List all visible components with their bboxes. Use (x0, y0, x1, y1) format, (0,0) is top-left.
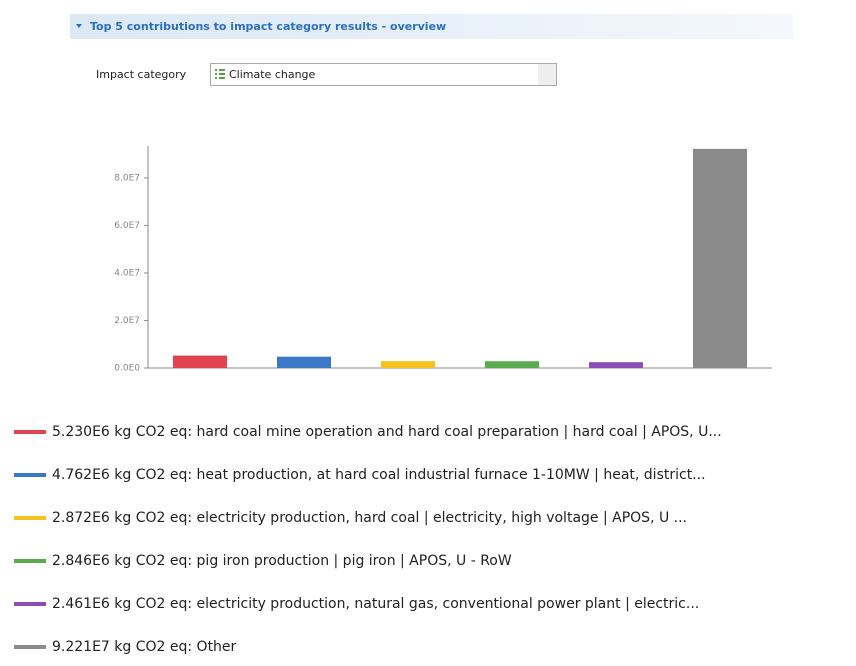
y-tick-label: 0.0E0 (114, 364, 140, 374)
bar (589, 362, 643, 368)
legend-label: 5.230E6 kg CO2 eq: hard coal mine operat… (52, 424, 722, 440)
legend-swatch (14, 645, 46, 649)
y-tick-label: 8.0E7 (114, 173, 140, 183)
combo-value: Climate change (229, 68, 316, 81)
y-tick-label: 4.0E7 (114, 268, 140, 278)
bar (381, 361, 435, 368)
section-title: Top 5 contributions to impact category r… (90, 20, 446, 33)
legend-swatch (14, 516, 46, 520)
bar (173, 355, 227, 368)
category-icon (215, 69, 225, 79)
combo-button[interactable] (538, 64, 556, 85)
bar (485, 361, 539, 368)
section-header[interactable] (70, 14, 793, 39)
bar (693, 148, 747, 368)
legend-swatch (14, 430, 46, 434)
legend-label: 2.846E6 kg CO2 eq: pig iron production |… (52, 553, 512, 569)
collapse-icon[interactable] (76, 24, 82, 28)
legend-swatch (14, 473, 46, 477)
field-label: Impact category (96, 68, 187, 81)
bar (277, 356, 331, 368)
legend-swatch (14, 602, 46, 606)
y-tick-label: 2.0E7 (114, 316, 140, 326)
legend-swatch (14, 559, 46, 563)
y-tick-label: 6.0E7 (114, 221, 140, 231)
legend-label: 2.872E6 kg CO2 eq: electricity productio… (52, 510, 687, 526)
legend-label: 2.461E6 kg CO2 eq: electricity productio… (52, 596, 699, 612)
legend-label: 4.762E6 kg CO2 eq: heat production, at h… (52, 467, 706, 483)
combo-box[interactable] (210, 63, 557, 86)
legend-label: 9.221E7 kg CO2 eq: Other (52, 639, 237, 655)
